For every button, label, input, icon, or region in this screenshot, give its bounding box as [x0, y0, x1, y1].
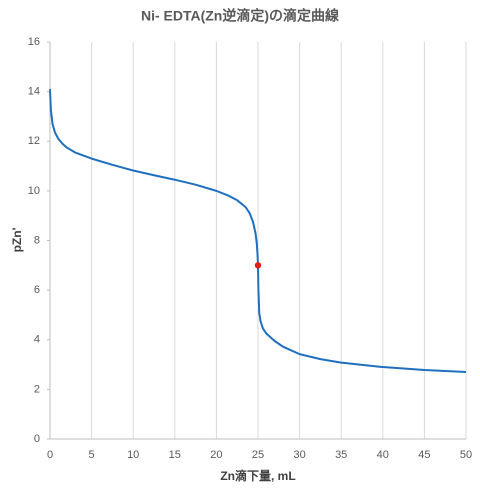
y-tick-label: 2: [34, 383, 40, 395]
x-tick-label: 25: [252, 449, 264, 461]
x-tick-label: 15: [169, 449, 181, 461]
y-tick-label: 16: [28, 36, 40, 48]
x-axis-title: Zn滴下量, mL: [220, 468, 295, 483]
y-tick-label: 12: [28, 135, 40, 147]
x-tick-label: 35: [335, 449, 347, 461]
x-tick-label: 50: [460, 449, 472, 461]
x-tick-label: 0: [47, 449, 53, 461]
y-tick-label: 6: [34, 284, 40, 296]
y-tick-label: 4: [34, 334, 40, 346]
y-tick-label: 14: [28, 86, 40, 98]
y-tick-label: 10: [28, 185, 40, 197]
point-marker: [254, 262, 262, 269]
line-series: [49, 89, 467, 374]
y-tick-label: 0: [34, 433, 40, 445]
x-tick-label: 45: [418, 449, 430, 461]
y-axis-title: pZn': [10, 227, 24, 252]
x-tick-label: 30: [293, 449, 305, 461]
x-tick-label: 20: [210, 449, 222, 461]
x-tick-label: 40: [377, 449, 389, 461]
y-tick-label: 8: [34, 234, 40, 246]
x-tick-label: 10: [127, 449, 139, 461]
x-tick-label: 5: [89, 449, 95, 461]
chart-title: Ni- EDTA(Zn逆滴定)の滴定曲線: [141, 8, 339, 24]
